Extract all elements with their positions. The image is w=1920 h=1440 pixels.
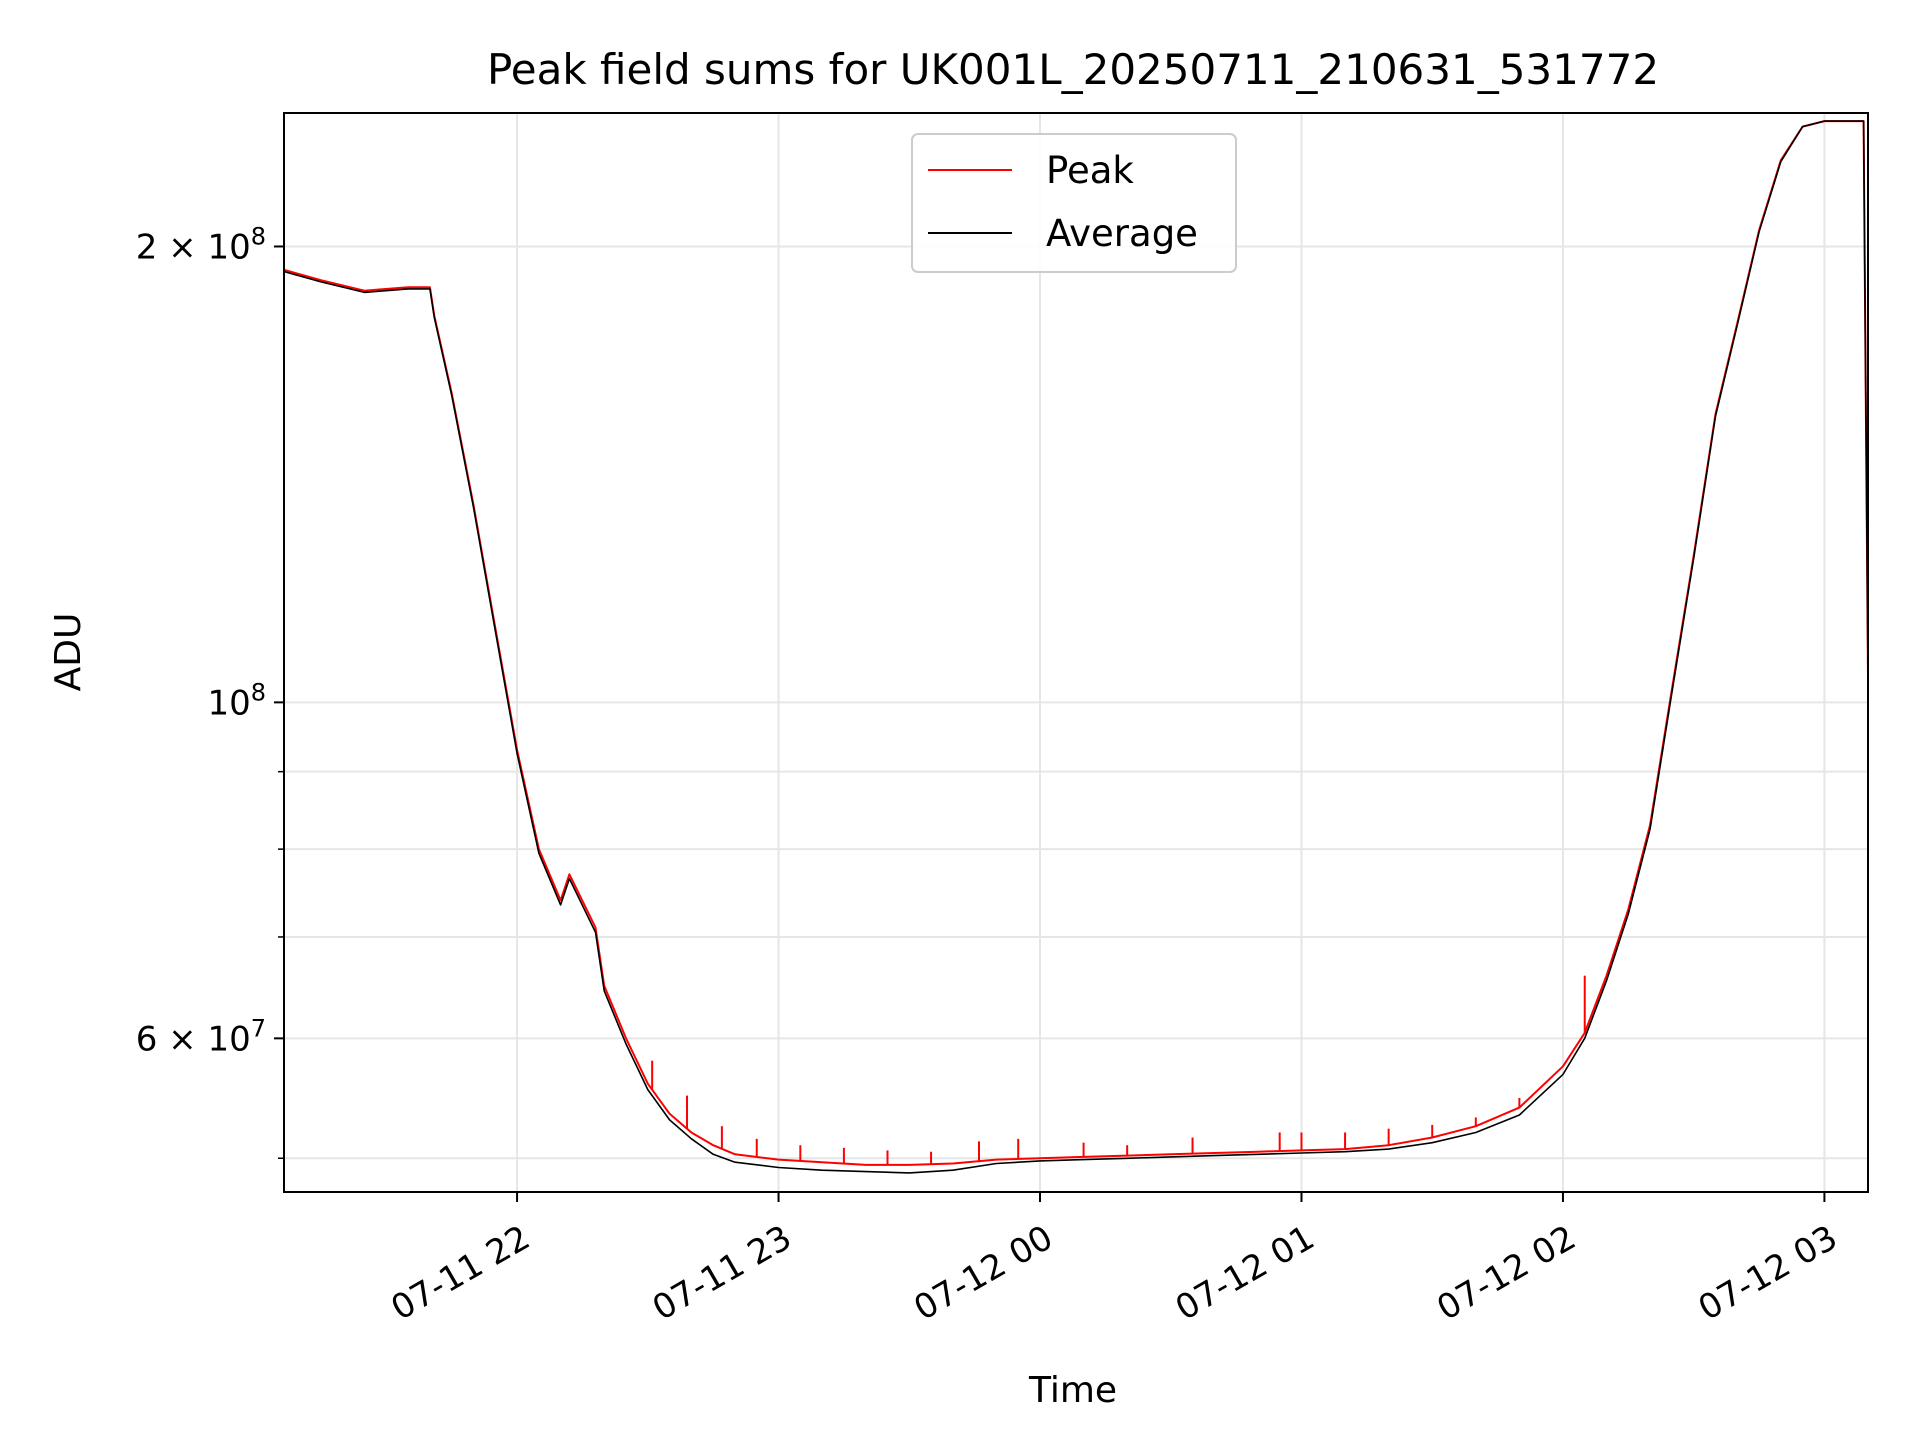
y-tick-label: 2 × 108 xyxy=(136,222,266,267)
plot-frame xyxy=(283,112,1869,1193)
legend-label-peak: Peak xyxy=(1046,149,1134,192)
series-layer xyxy=(284,120,1868,1174)
y-axis-label: ADU xyxy=(48,613,89,692)
legend-box xyxy=(911,133,1237,273)
y-tick-label: 6 × 107 xyxy=(136,1014,266,1059)
legend: Peak Average xyxy=(911,133,1237,273)
legend-label-average: Average xyxy=(1046,212,1198,255)
grid xyxy=(284,113,1868,1192)
y-tick-label: 108 xyxy=(207,678,266,723)
series-line-average xyxy=(284,120,1868,1174)
x-axis-label: Time xyxy=(1028,1370,1117,1411)
chart-title: Peak field sums for UK001L_20250711_2106… xyxy=(487,45,1659,94)
